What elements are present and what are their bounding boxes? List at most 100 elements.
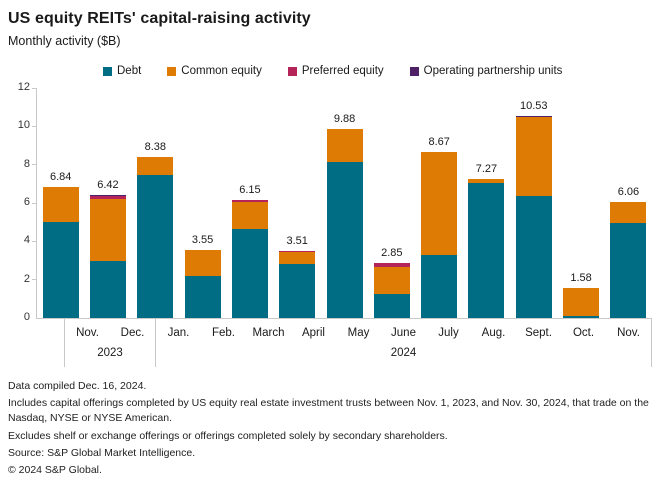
legend-swatch	[103, 66, 112, 76]
stacked-bar: 8.67	[421, 136, 458, 318]
bar-segment-common-equity	[279, 251, 316, 264]
legend: Debt Common equity Preferred equity Operati…	[103, 64, 652, 78]
stacked-bar: 9.88	[326, 113, 363, 318]
bar-slot-june: 2.85	[368, 88, 415, 318]
stacked-bar: 6.06	[610, 186, 647, 318]
bar-segment-common-equity	[326, 128, 363, 162]
bar-slot-feb: 3.55	[179, 88, 226, 318]
bar-total-label: 6.15	[239, 184, 261, 197]
bar-slot-oct: 1.58	[557, 88, 604, 318]
stacked-bar: 8.38	[137, 141, 174, 318]
bar-total-label: 8.67	[428, 135, 450, 148]
bar-segment-common-equity	[231, 201, 268, 229]
stacked-bar: 10.53	[515, 100, 552, 318]
bar-slot-march: 6.15	[226, 88, 273, 318]
legend-item-preferred-equity: Preferred equity	[287, 65, 384, 77]
stacked-bar: 6.42	[89, 179, 126, 318]
legend-item-common-equity: Common equity	[167, 65, 262, 77]
bar-slot-nov: 6.06	[605, 88, 652, 318]
bar-total-label: 6.06	[617, 185, 640, 198]
bar-segment-common-equity	[421, 151, 458, 255]
bar-segment-operating-partnership-units	[89, 194, 126, 196]
bar-segment-debt	[515, 195, 552, 318]
stacked-bar: 7.27	[468, 163, 505, 318]
bar-segment-debt	[279, 263, 316, 318]
legend-item-operating-partnership-units: Operating partnership units	[409, 65, 562, 77]
month-label: Sept.	[525, 327, 552, 339]
month-label: March	[252, 327, 285, 339]
month-label: April	[301, 327, 325, 339]
year-label: 2023	[97, 347, 123, 359]
bar-total-label: 2.85	[381, 247, 403, 260]
bar-segment-debt	[184, 276, 221, 318]
y-axis-tick	[32, 164, 37, 166]
y-axis-tick	[32, 125, 37, 127]
bar-total-label: 10.53	[520, 99, 548, 112]
bar-segment-common-equity	[373, 266, 410, 295]
bar-total-label: 6.84	[49, 170, 72, 183]
bar-segment-debt	[326, 161, 363, 318]
bar-segment-debt	[468, 182, 505, 318]
y-axis-tick-label: 6	[23, 196, 30, 208]
year-group-2024: Jan. Feb. March April May June July Aug. Sept. Oc…	[155, 319, 652, 367]
bar-slot-july: 8.67	[416, 88, 463, 318]
chart-subtitle: Monthly activity ($B)	[8, 34, 121, 48]
bar-segment-preferred-equity	[231, 200, 268, 202]
x-axis: Nov. Dec. 2023 Jan. Feb. March April May June Jul…	[64, 319, 652, 367]
bar-segment-operating-partnership-units	[515, 115, 552, 117]
legend-swatch	[167, 66, 177, 76]
plot-area: 6.84 6.42 8.38 3.55 6.15 3.51 9.88 2.85 8.67 7.27…	[32, 87, 652, 319]
bar-segment-common-equity	[137, 157, 174, 175]
footnote-line: Excludes shelf or exchange offerings or …	[8, 429, 448, 442]
chart-area: 6.84 6.42 8.38 3.55 6.15 3.51 9.88 2.85 8.67 7.27…	[8, 81, 652, 367]
footnote-line: © 2024 S&P Global.	[8, 464, 102, 477]
bar-slot-april: 3.51	[274, 88, 321, 318]
footnote-line: Includes capital offerings completed by …	[8, 397, 649, 425]
bar-total-label: 3.55	[191, 233, 214, 246]
bar-total-label: 3.51	[286, 234, 308, 247]
bar-slot-jan: 8.38	[132, 88, 179, 318]
stacked-bar: 2.85	[373, 247, 410, 318]
bar-total-label: 9.88	[333, 112, 356, 125]
year-label: 2024	[390, 347, 417, 359]
y-axis-tick-label: 12	[17, 81, 30, 93]
bar-segment-debt	[89, 261, 126, 318]
y-axis-tick	[32, 87, 37, 89]
bar-segment-debt	[421, 254, 458, 318]
bar-slot-nov: 6.84	[37, 88, 84, 318]
bar-total-label: 1.58	[570, 271, 592, 284]
month-label: June	[391, 327, 416, 339]
footnote-line: Source: S&P Global Market Intelligence.	[8, 446, 196, 459]
month-label: Dec.	[120, 327, 145, 339]
month-labels: Jan. Feb. March April May June July Aug. Sept. Oc…	[156, 319, 651, 339]
legend-label: Common equity	[181, 65, 262, 77]
legend-swatch	[409, 66, 419, 76]
chart-title: US equity REITs' capital-raising activit…	[8, 10, 311, 27]
month-labels: Nov. Dec.	[65, 319, 155, 339]
stacked-bar: 6.84	[42, 171, 79, 318]
bar-slot-aug: 7.27	[463, 88, 510, 318]
bar-segment-preferred-equity	[89, 195, 126, 200]
bar-segment-common-equity	[184, 249, 221, 277]
y-axis-tick	[32, 279, 37, 281]
legend-label: Debt	[117, 65, 142, 77]
bar-total-label: 8.38	[144, 141, 166, 154]
month-label: Oct.	[572, 327, 595, 339]
footnotes: Data compiled Dec. 16, 2024. Includes cap…	[8, 379, 652, 478]
legend-swatch	[287, 66, 297, 76]
bar-segment-common-equity	[89, 199, 126, 262]
y-axis-tick	[32, 202, 37, 204]
y-axis-tick	[32, 240, 37, 242]
bar-slot-dec: 6.42	[84, 88, 131, 318]
y-axis-tick-label: 2	[23, 272, 30, 285]
bar-segment-common-equity	[610, 201, 647, 224]
month-label: Feb.	[211, 327, 235, 339]
stacked-bar: 3.51	[279, 235, 316, 318]
bar-segment-debt	[137, 174, 174, 318]
month-label: Nov.	[76, 327, 99, 339]
month-label: Jan.	[167, 327, 190, 339]
y-axis-tick-label: 8	[23, 157, 30, 170]
bar-segment-debt	[610, 223, 647, 318]
month-label: Nov.	[617, 327, 640, 339]
